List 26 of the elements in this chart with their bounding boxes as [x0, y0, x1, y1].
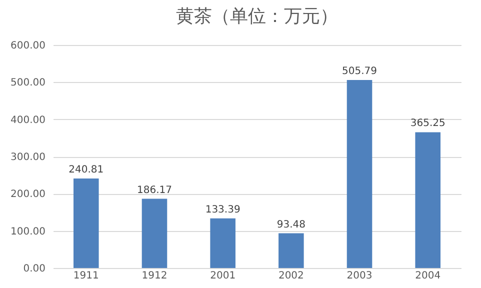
y-tick-label: 500.00 [10, 78, 46, 89]
y-tick-label: 400.00 [10, 114, 46, 126]
y-tick-label: 600.00 [10, 40, 46, 52]
bar [74, 178, 99, 268]
data-label: 186.17 [136, 184, 172, 196]
x-tick-label: 2004 [415, 270, 441, 282]
y-tick-label: 300.00 [10, 152, 46, 163]
x-tick-label: 1912 [142, 270, 168, 282]
data-label: 505.79 [342, 66, 378, 78]
y-tick-label: 100.00 [10, 226, 46, 238]
y-tick-label: 0.00 [23, 264, 46, 274]
x-tick-label: 2001 [210, 270, 236, 282]
bar [142, 198, 168, 268]
y-tick-label: 200.00 [10, 189, 46, 200]
bar [278, 233, 304, 268]
x-tick-label: 2002 [278, 270, 304, 282]
data-label: 133.39 [205, 204, 240, 216]
bar [346, 80, 372, 268]
data-label: 93.48 [276, 219, 306, 230]
data-label: 365.25 [410, 118, 446, 130]
data-label: 240.81 [68, 164, 104, 176]
x-tick-label: 1911 [73, 270, 99, 282]
chart-title: 黄茶（单位：万元） [176, 6, 338, 26]
bar [210, 218, 236, 268]
x-tick-label: 2003 [346, 270, 372, 282]
bar [415, 132, 440, 268]
